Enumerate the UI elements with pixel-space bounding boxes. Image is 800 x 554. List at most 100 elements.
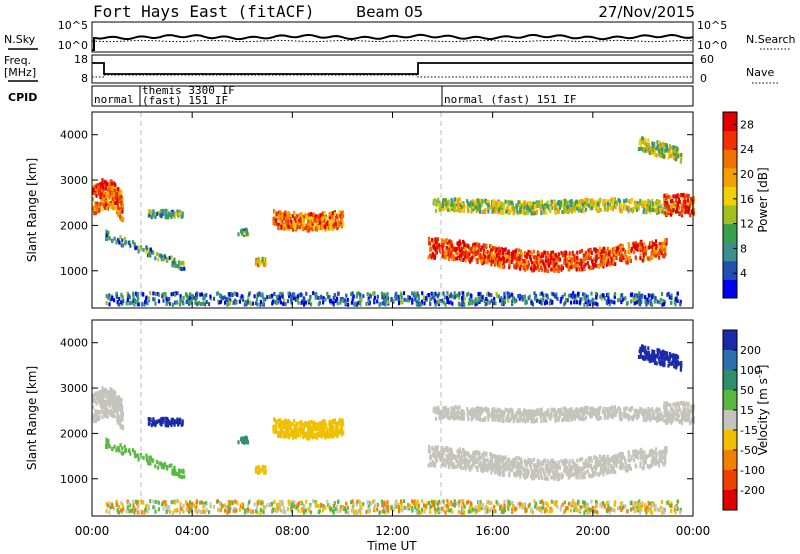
power-cell (645, 208, 648, 213)
power-cell (550, 251, 553, 255)
power-cell (532, 208, 535, 213)
power-cell (145, 245, 148, 250)
velocity-cell (540, 419, 543, 424)
power-cell (114, 201, 117, 206)
power-cell (527, 249, 530, 254)
velocity-cell (152, 458, 155, 463)
power-cell (442, 207, 445, 212)
power-cell (434, 253, 437, 258)
velocity-cell (569, 407, 572, 412)
power-cell (574, 260, 577, 265)
power-cell (432, 292, 435, 297)
power-cell (287, 227, 290, 232)
velocity-cell (324, 430, 327, 435)
velocity-cell (98, 410, 101, 415)
velocity-cell (328, 420, 331, 425)
velocity-cell (315, 435, 319, 440)
power-cell (647, 138, 650, 143)
velocity-cell (279, 425, 282, 430)
power-cell (133, 302, 136, 307)
power-cell (563, 260, 566, 265)
power-cell (684, 199, 687, 204)
power-cell (529, 257, 533, 262)
velocity-cell (112, 405, 116, 410)
power-cell (347, 302, 350, 307)
power-cell (551, 262, 554, 267)
power-cell (651, 204, 654, 209)
velocity-cell (471, 410, 474, 415)
power-cell (516, 209, 519, 214)
power-cell (436, 240, 439, 245)
power-cell (662, 206, 665, 211)
power-cell (627, 206, 631, 211)
power-cell (309, 212, 312, 217)
velocity-cell (303, 431, 306, 436)
velocity-cell (287, 427, 290, 432)
power-cell (368, 301, 371, 306)
cpid-segment-1: normal (94, 93, 134, 106)
velocity-cell (658, 407, 661, 412)
power-cell (529, 205, 532, 210)
power-cell (142, 292, 145, 297)
power-cell (651, 144, 655, 149)
velocity-cell (499, 411, 502, 416)
power-cell (557, 209, 560, 214)
power-colorbar-label: 20 (740, 168, 754, 181)
power-cell (654, 239, 658, 244)
velocity-cell (590, 414, 594, 419)
velocity-cell (511, 411, 514, 416)
power-cell (280, 214, 283, 219)
velocity-cell (460, 416, 463, 421)
power-cell (690, 196, 693, 201)
power-cell (229, 298, 232, 303)
power-cell (434, 208, 438, 213)
power-cell (99, 182, 102, 187)
power-cell (244, 300, 247, 305)
power-cell (460, 252, 463, 257)
power-cell (165, 302, 168, 306)
power-cell (655, 243, 658, 248)
power-cell (336, 223, 340, 227)
power-cell (523, 200, 526, 205)
velocity-cell (179, 469, 182, 474)
power-cell (589, 204, 592, 209)
power-colorbar-swatch (723, 205, 737, 225)
velocity-cell (518, 408, 521, 413)
power-cell (278, 296, 282, 301)
power-cell (522, 208, 525, 213)
freq-series (92, 62, 693, 75)
power-cell (154, 256, 157, 261)
power-cell (261, 292, 264, 297)
power-cell (373, 291, 376, 296)
velocity-cell (168, 421, 171, 426)
power-cell (613, 246, 617, 251)
power-cell (345, 293, 348, 298)
velocity-cell (460, 413, 463, 418)
beam-title: Beam 05 (356, 3, 423, 21)
power-cell (676, 299, 679, 303)
velocity-cell (340, 432, 344, 437)
power-cell (303, 214, 306, 219)
power-cell (242, 297, 245, 302)
power-cell (449, 248, 452, 252)
power-cell (95, 185, 98, 190)
power-cell (533, 264, 536, 268)
velocity-cell (158, 418, 161, 423)
velocity-cell (291, 432, 294, 437)
power-cell (664, 205, 667, 210)
power-cell (502, 251, 505, 255)
power-cell (441, 204, 444, 208)
power-cell (293, 216, 296, 221)
power-cell (333, 293, 336, 298)
power-cell (314, 295, 317, 300)
power-cell (536, 264, 539, 269)
velocity-cell (110, 389, 113, 394)
velocity-cell (643, 409, 646, 414)
power-cell (179, 294, 182, 299)
velocity-cell (507, 413, 510, 417)
velocity-cell (539, 408, 542, 413)
power-cell (575, 296, 578, 301)
velocity-cell (662, 414, 665, 419)
power-cell (616, 247, 619, 252)
